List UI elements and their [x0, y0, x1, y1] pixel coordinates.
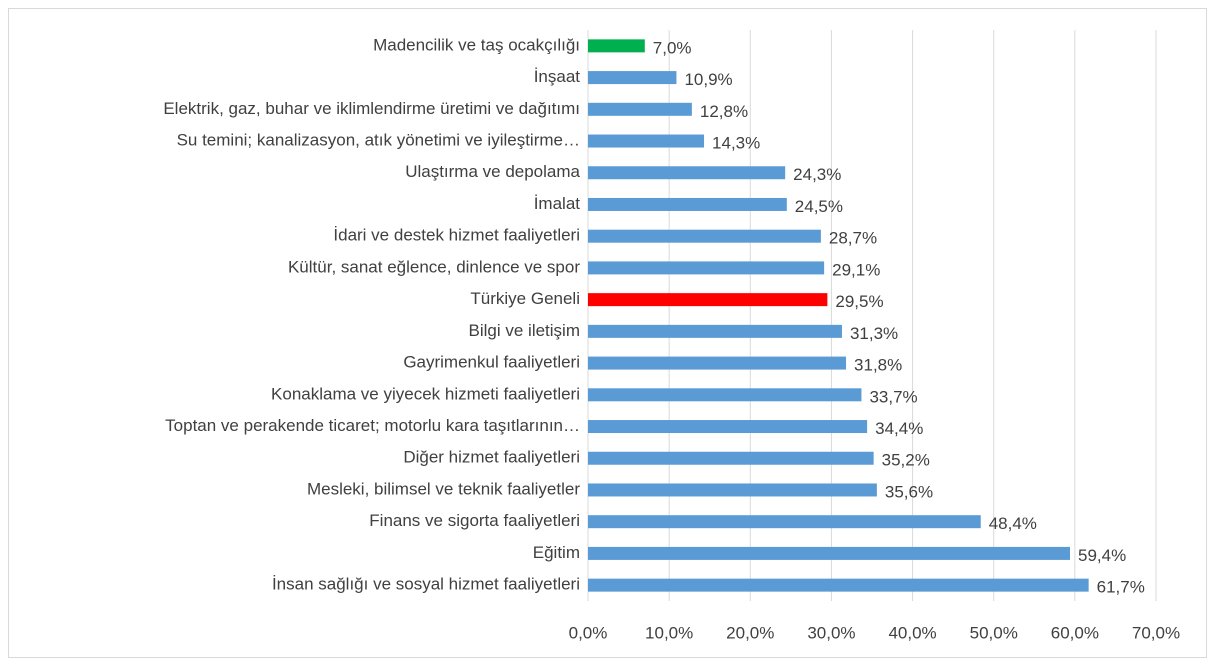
bar — [588, 134, 705, 148]
data-label: 29,5% — [835, 292, 883, 311]
bar — [588, 483, 877, 497]
data-label: 59,4% — [1078, 546, 1126, 565]
y-tick-label: Eğitim — [533, 543, 580, 562]
bar — [588, 578, 1089, 592]
bar — [588, 166, 786, 180]
bar — [588, 39, 645, 53]
y-tick-label: Ulaştırma ve depolama — [405, 162, 580, 181]
y-tick-label: Diğer hizmet faaliyetleri — [403, 448, 580, 467]
bar — [588, 102, 692, 116]
y-tick-label: Elektrik, gaz, buhar ve iklimlendirme ür… — [163, 99, 580, 118]
y-tick-label: Bilgi ve iletişim — [469, 321, 580, 340]
x-tick-label: 10,0% — [645, 623, 693, 642]
data-label: 34,4% — [875, 419, 923, 438]
data-label: 31,3% — [850, 324, 898, 343]
data-label: 10,9% — [684, 70, 732, 89]
data-label: 7,0% — [653, 38, 692, 57]
bar — [588, 71, 677, 85]
bar — [588, 293, 828, 307]
data-label: 12,8% — [700, 102, 748, 121]
y-tick-label: Toptan ve perakende ticaret; motorlu kar… — [165, 416, 580, 435]
y-tick-label: İnsan sağlığı ve sosyal hizmet faaliyetl… — [272, 575, 580, 594]
data-label: 14,3% — [712, 134, 760, 153]
y-tick-label: İmalat — [534, 194, 581, 213]
data-label: 31,8% — [854, 356, 902, 375]
x-tick-label: 60,0% — [1051, 623, 1099, 642]
data-label: 24,3% — [793, 165, 841, 184]
x-tick-label: 20,0% — [726, 623, 774, 642]
bar — [588, 420, 868, 434]
y-tick-label: Konaklama ve yiyecek hizmeti faaliyetler… — [271, 384, 580, 403]
y-tick-label: Su temini; kanalizasyon, atık yönetimi v… — [177, 131, 580, 150]
data-label: 35,2% — [882, 451, 930, 470]
y-tick-label: Madencilik ve taş ocakçılığı — [373, 35, 580, 54]
bar — [588, 197, 787, 211]
bar — [588, 356, 847, 370]
bar — [588, 515, 981, 529]
data-label: 24,5% — [795, 197, 843, 216]
bar — [588, 229, 821, 243]
bar — [588, 546, 1070, 560]
data-label: 33,7% — [869, 387, 917, 406]
data-label: 29,1% — [832, 260, 880, 279]
y-tick-label: İdari ve destek hizmet faaliyetleri — [333, 226, 580, 245]
y-tick-label: Gayrimenkul faaliyetleri — [403, 353, 580, 372]
data-label: 28,7% — [829, 229, 877, 248]
x-tick-label: 70,0% — [1132, 623, 1180, 642]
x-tick-label: 50,0% — [970, 623, 1018, 642]
y-tick-label: Finans ve sigorta faaliyetleri — [369, 511, 580, 530]
bar — [588, 324, 842, 338]
y-tick-label: Mesleki, bilimsel ve teknik faaliyetler — [307, 479, 580, 498]
bar — [588, 388, 862, 402]
x-tick-label: 0,0% — [569, 623, 608, 642]
bar — [588, 451, 874, 465]
data-label: 35,6% — [885, 482, 933, 501]
y-tick-label: İnşaat — [534, 67, 581, 86]
bar — [588, 261, 825, 275]
data-label: 48,4% — [989, 514, 1037, 533]
x-tick-label: 30,0% — [807, 623, 855, 642]
y-tick-label: Türkiye Geneli — [470, 289, 580, 308]
data-label: 61,7% — [1097, 578, 1145, 597]
y-tick-label: Kültür, sanat eğlence, dinlence ve spor — [288, 257, 580, 276]
x-tick-label: 40,0% — [888, 623, 936, 642]
